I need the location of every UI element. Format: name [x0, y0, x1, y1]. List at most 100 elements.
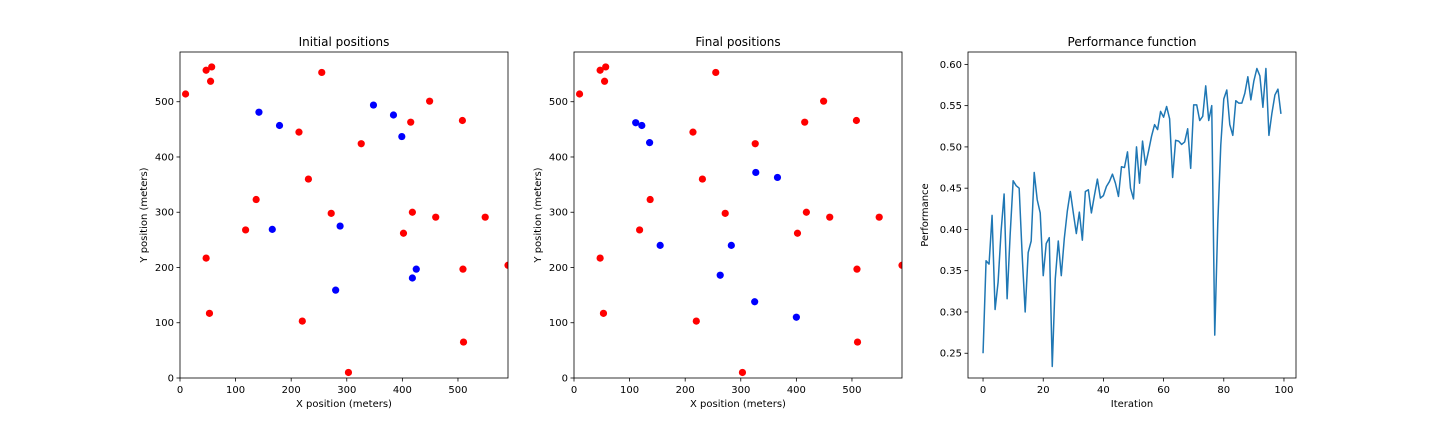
scatter-point [792, 313, 800, 321]
scatter-point [727, 241, 735, 249]
scatter-point [327, 209, 335, 217]
scatter-point [793, 229, 802, 237]
scatter-point [596, 66, 604, 74]
y-tick-label: 0 [168, 374, 174, 385]
scatter-point [205, 309, 214, 317]
scatter-point [268, 225, 276, 233]
x-tick-label: 300 [337, 385, 356, 396]
x-tick-label: 80 [1217, 385, 1230, 396]
scatter-point [275, 121, 284, 130]
y-tick-label: 200 [155, 263, 174, 274]
scatter-point [408, 274, 416, 282]
y-axis-label: Performance [920, 183, 931, 246]
scatter-point [721, 209, 729, 217]
scatter-point [751, 140, 759, 148]
data-group [982, 67, 1282, 368]
x-tick-label: 400 [393, 385, 412, 396]
scatter-point [344, 368, 353, 377]
x-tick-label: 500 [448, 385, 467, 396]
scatter-point [412, 265, 420, 273]
scatter-point [408, 208, 416, 216]
x-tick-label: 300 [731, 385, 750, 396]
x-tick-label: 60 [1157, 385, 1170, 396]
x-tick-label: 500 [842, 385, 861, 396]
y-tick-label: 0.25 [940, 349, 962, 360]
scatter-point [181, 90, 190, 98]
y-tick-label: 0.40 [940, 225, 962, 236]
scatter-point [602, 63, 610, 71]
scatter-point [656, 241, 664, 249]
scatter-point [752, 168, 760, 177]
y-tick-label: 0.45 [940, 184, 962, 195]
scatter-point [298, 317, 306, 325]
x-tick-label: 0 [177, 385, 183, 396]
scatter-point [357, 140, 365, 148]
y-tick-label: 0.30 [940, 307, 962, 318]
x-tick-label: 100 [226, 385, 245, 396]
scatter-point [336, 222, 344, 230]
scatter-point [458, 116, 467, 125]
x-tick-label: 200 [282, 385, 301, 396]
scatter-point [875, 213, 883, 221]
x-tick-label: 200 [676, 385, 695, 396]
scatter-point [632, 119, 640, 127]
y-axis-label: Y position (meters) [139, 167, 150, 263]
scatter-point [432, 213, 440, 221]
y-tick-label: 200 [549, 263, 568, 274]
x-axis-label: Iteration [1111, 399, 1153, 410]
scatter-point [407, 118, 415, 126]
axes-frame [967, 51, 1297, 379]
x-tick-label: 0 [571, 385, 577, 396]
scatter-point [332, 286, 340, 294]
scatter-point [801, 118, 809, 126]
scatter-point [295, 128, 303, 136]
scatter-point [646, 195, 654, 204]
y-tick-label: 0.50 [940, 142, 962, 153]
scatter-point [802, 208, 810, 216]
x-tick-label: 100 [620, 385, 639, 396]
x-tick-label: 20 [1037, 385, 1050, 396]
x-tick-label: 400 [787, 385, 806, 396]
y-tick-label: 500 [549, 97, 568, 108]
scatter-point [773, 173, 782, 182]
scatter-point [398, 132, 406, 141]
data-group [181, 63, 508, 377]
axes-frame [573, 51, 903, 379]
x-axis-label: X position (meters) [296, 399, 392, 410]
scatter-point [459, 265, 467, 273]
y-tick-label: 400 [549, 152, 568, 163]
scatter-point [689, 128, 697, 136]
scatter-point [255, 108, 263, 116]
chart-panel-2: 0 100 200 300 400 500 0 100 200 300 400 500 Final po… [533, 35, 903, 410]
scatter-point [820, 97, 828, 105]
y-tick-label: 0.55 [940, 101, 962, 112]
scatter-point [459, 338, 468, 346]
x-tick-label: 100 [1274, 385, 1293, 396]
scatter-point [596, 254, 604, 262]
scatter-point [646, 139, 654, 147]
y-tick-label: 100 [549, 318, 568, 329]
scatter-point [853, 338, 862, 346]
y-tick-label: 300 [549, 208, 568, 219]
scatter-point [399, 229, 408, 237]
scatter-point [242, 226, 250, 234]
chart-panel-1: 0 100 200 300 400 500 0 100 200 300 400 500 Initial … [139, 35, 509, 410]
scatter-point [716, 271, 724, 279]
scatter-point [575, 90, 584, 98]
chart-title: Final positions [695, 35, 780, 49]
scatter-point [206, 77, 215, 85]
chart-panel-3: 0 20 40 60 80 100 0.25 0.30 0.35 0.40 0.45 0.50 0.55… [920, 35, 1297, 410]
scatter-point [318, 68, 326, 77]
y-tick-label: 100 [155, 318, 174, 329]
scatter-point [208, 63, 216, 71]
y-axis-label: Y position (meters) [533, 167, 544, 263]
scatter-point [692, 317, 700, 325]
y-tick-label: 500 [155, 97, 174, 108]
scatter-point [426, 97, 434, 105]
scatter-point [481, 213, 489, 221]
x-tick-label: 40 [1097, 385, 1110, 396]
scatter-point [852, 116, 861, 125]
scatter-point [600, 77, 609, 85]
y-tick-label: 0.35 [940, 266, 962, 277]
